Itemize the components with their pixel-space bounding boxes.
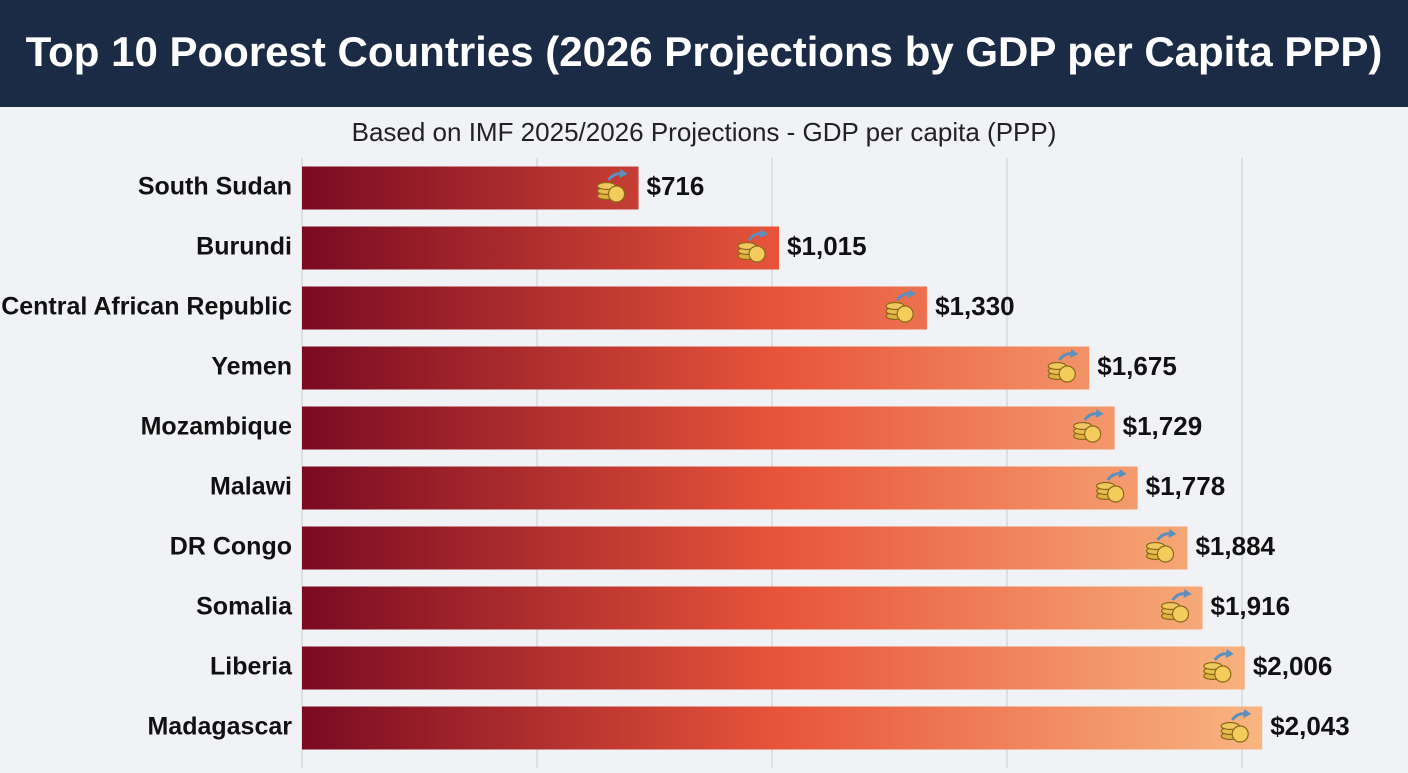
value-label: $716 [647, 171, 705, 201]
y-tick-label: Central African Republic [1, 293, 292, 321]
y-tick-label: Somalia [196, 593, 293, 621]
chart-subtitle: Based on IMF 2025/2026 Projections - GDP… [352, 117, 1057, 147]
value-label: $1,330 [935, 291, 1015, 321]
bar [302, 286, 928, 330]
bar [302, 406, 1115, 450]
bar [302, 706, 1263, 750]
y-tick-label: DR Congo [170, 533, 292, 561]
value-label: $1,884 [1195, 531, 1275, 561]
value-label: $2,043 [1270, 711, 1350, 741]
title-band [0, 0, 1408, 107]
bar [302, 526, 1188, 570]
value-label: $1,729 [1123, 411, 1203, 441]
value-label: $1,015 [787, 231, 867, 261]
bar [302, 466, 1138, 510]
y-tick-label: Liberia [210, 653, 293, 681]
bar [302, 346, 1090, 390]
bar [302, 226, 780, 270]
value-label: $1,675 [1097, 351, 1177, 381]
bar [302, 646, 1245, 690]
y-tick-label: South Sudan [138, 173, 292, 201]
y-tick-label: Yemen [211, 353, 292, 381]
value-label: $1,916 [1211, 591, 1291, 621]
y-tick-label: Burundi [196, 233, 292, 261]
y-tick-label: Madagascar [147, 713, 292, 741]
chart-title: Top 10 Poorest Countries (2026 Projectio… [26, 28, 1383, 75]
value-label: $2,006 [1253, 651, 1333, 681]
y-tick-label: Mozambique [141, 413, 292, 441]
bar [302, 586, 1203, 630]
value-label: $1,778 [1146, 471, 1226, 501]
bar [302, 166, 639, 210]
y-tick-label: Malawi [210, 473, 292, 501]
